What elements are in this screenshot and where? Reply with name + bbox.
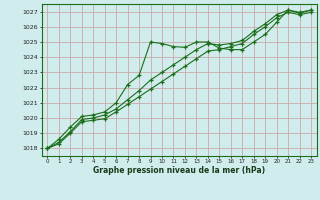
X-axis label: Graphe pression niveau de la mer (hPa): Graphe pression niveau de la mer (hPa) bbox=[93, 166, 265, 175]
